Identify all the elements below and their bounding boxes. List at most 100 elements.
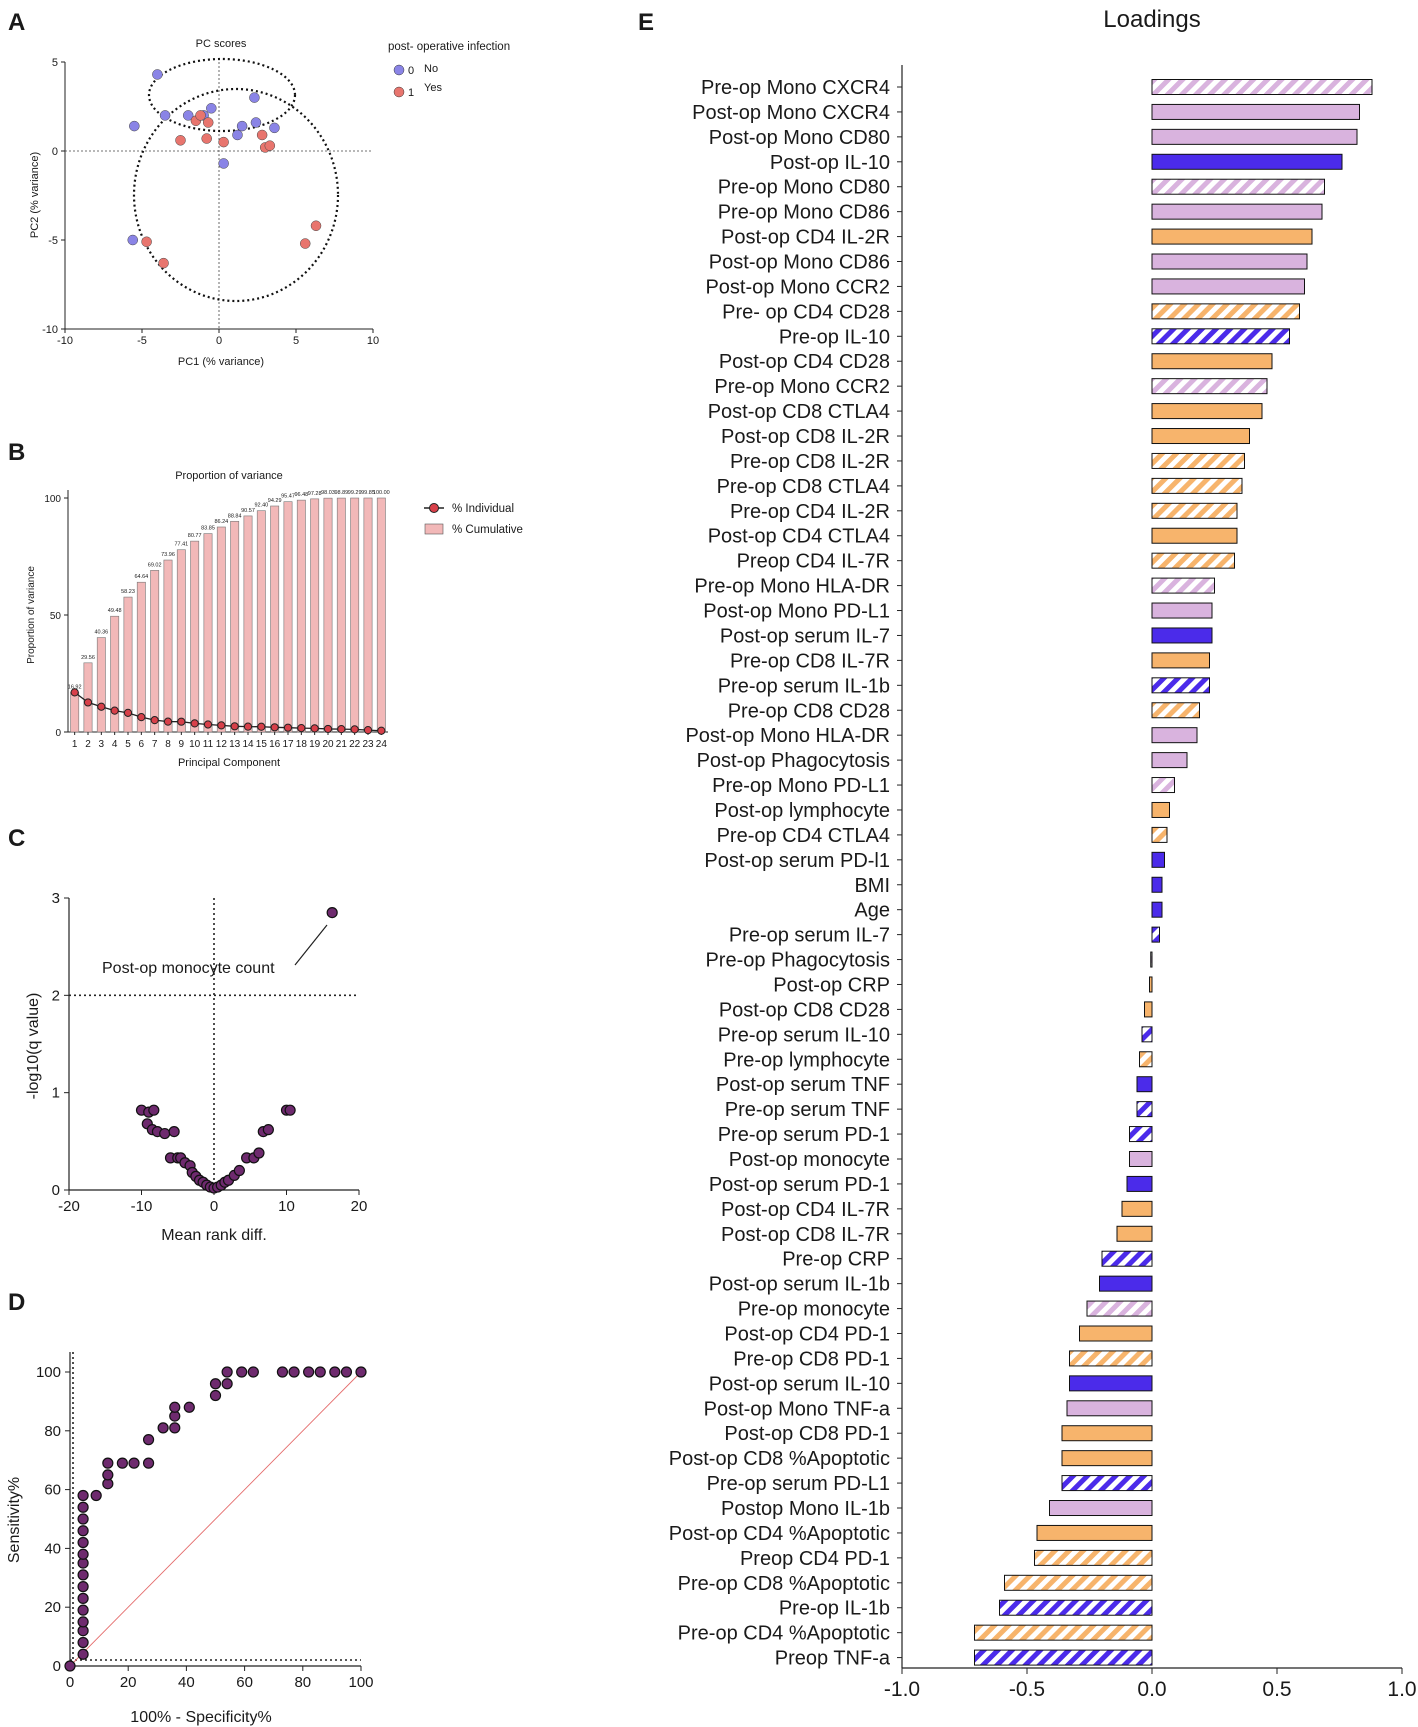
d-point bbox=[276, 1366, 289, 1378]
panel-a-plot: -10 -5 0 5 10 5 0 -5 -10 bbox=[42, 57, 379, 347]
e-bar bbox=[1036, 1524, 1153, 1541]
e-category-label: Post-op Mono PD-L1 bbox=[703, 601, 890, 623]
d-point bbox=[116, 1457, 128, 1469]
b-cumulative-bar bbox=[323, 497, 333, 733]
e-bar bbox=[1151, 602, 1213, 619]
b-x-tick-label: 18 bbox=[296, 739, 308, 750]
legend-b-cumulative-label: % Cumulative bbox=[452, 524, 523, 536]
e-bar bbox=[1151, 178, 1325, 195]
b-individual-point bbox=[203, 720, 213, 729]
b-y-tick-label: 100 bbox=[44, 494, 61, 505]
d-point bbox=[142, 1434, 155, 1446]
b-cumulative-bar bbox=[283, 501, 293, 733]
b-cumulative-bar bbox=[350, 497, 360, 733]
a-point-no bbox=[250, 117, 262, 128]
c-x-tick-label: -10 bbox=[131, 1198, 153, 1215]
d-x-tick-label: 100 bbox=[348, 1674, 373, 1691]
e-category-label: Pre-op CRP bbox=[782, 1249, 890, 1271]
b-cumulative-bar-label: 98.03 bbox=[321, 490, 335, 496]
e-bar bbox=[1151, 278, 1305, 295]
panel-letter-b: B bbox=[8, 439, 25, 466]
e-bar bbox=[1136, 1076, 1153, 1093]
d-point bbox=[128, 1457, 140, 1469]
c-y-tick-label: 3 bbox=[52, 890, 60, 907]
e-category-label: Pre-op CD4 CTLA4 bbox=[717, 825, 890, 847]
e-bar bbox=[1061, 1475, 1153, 1492]
b-cumulative-bar bbox=[216, 526, 226, 733]
b-x-tick-label: 21 bbox=[336, 739, 348, 750]
e-category-label: Pre-op Mono PD-L1 bbox=[712, 775, 890, 797]
d-y-tick-label: 0 bbox=[53, 1658, 61, 1675]
e-bar bbox=[1151, 727, 1198, 744]
b-cumulative-bar bbox=[363, 497, 373, 733]
e-bar bbox=[1061, 1425, 1153, 1442]
b-x-tick-label: 24 bbox=[376, 739, 388, 750]
d-point bbox=[329, 1366, 341, 1378]
panel-a-title: PC scores bbox=[196, 38, 247, 50]
panel-letter-e: E bbox=[638, 9, 654, 36]
a-point-no bbox=[218, 158, 229, 169]
b-cumulative-bar-label: 80.77 bbox=[188, 533, 202, 539]
b-y-tick-label: 50 bbox=[50, 611, 62, 622]
b-individual-point bbox=[283, 723, 293, 732]
b-cumulative-bar bbox=[96, 637, 106, 733]
d-point bbox=[77, 1648, 89, 1660]
a-point-yes bbox=[141, 236, 152, 248]
c-point bbox=[262, 1124, 274, 1136]
e-bar bbox=[1151, 851, 1165, 868]
e-x-tick-label: 0.5 bbox=[1262, 1678, 1291, 1701]
e-bar bbox=[1121, 1200, 1153, 1217]
d-y-tick-label: 80 bbox=[44, 1423, 61, 1440]
a-point-no bbox=[159, 110, 171, 121]
a-point-yes bbox=[218, 136, 229, 148]
b-cumulative-bar-label: 86.24 bbox=[214, 519, 228, 525]
e-category-label: Post-op Mono TNF-a bbox=[704, 1398, 891, 1420]
b-x-tick-label: 6 bbox=[139, 739, 145, 750]
e-category-label: Post-op CD4 %Apoptotic bbox=[669, 1523, 890, 1545]
b-individual-point bbox=[70, 688, 79, 697]
d-point bbox=[169, 1401, 181, 1413]
b-individual-point bbox=[137, 713, 146, 722]
b-cumulative-bar bbox=[270, 505, 280, 733]
panel-c-annotation: Post-op monocyte count bbox=[102, 960, 275, 977]
e-category-label: Preop TNF-a bbox=[775, 1648, 891, 1670]
b-x-tick-label: 7 bbox=[152, 739, 158, 750]
d-point bbox=[221, 1378, 233, 1390]
d-point bbox=[77, 1592, 89, 1604]
e-bar bbox=[1116, 1225, 1153, 1242]
a-point-no bbox=[236, 120, 248, 132]
b-cumulative-bar-label: 73.96 bbox=[161, 552, 175, 558]
e-bar bbox=[1151, 378, 1268, 395]
b-cumulative-bar-label: 96.48 bbox=[294, 492, 308, 498]
b-x-tick-label: 14 bbox=[242, 739, 254, 750]
b-cumulative-bar-label: 58.23 bbox=[121, 589, 135, 595]
b-cumulative-bar-label: 16.92 bbox=[68, 684, 82, 690]
b-cumulative-bar bbox=[150, 570, 160, 733]
c-x-tick-label: -20 bbox=[58, 1198, 80, 1215]
e-bar bbox=[1069, 1350, 1153, 1367]
e-bar bbox=[1151, 652, 1210, 669]
e-bar bbox=[1049, 1500, 1153, 1517]
a-x-tick-label: 10 bbox=[367, 335, 379, 347]
b-cumulative-bar-label: 94.29 bbox=[268, 498, 282, 504]
d-point bbox=[102, 1469, 114, 1481]
a-ellipse-no bbox=[147, 57, 297, 133]
b-individual-point bbox=[230, 722, 239, 731]
d-point bbox=[157, 1422, 169, 1434]
e-bar bbox=[1151, 801, 1170, 818]
d-point bbox=[77, 1616, 89, 1628]
panel-c: -20 -10 0 10 20 0 1 2 3 Mean rank diff. -log10(q… bbox=[25, 890, 367, 1244]
b-individual-point bbox=[217, 721, 226, 730]
panel-e-title: Loadings bbox=[1103, 6, 1200, 33]
d-y-tick-label: 20 bbox=[44, 1599, 61, 1616]
e-bar bbox=[1151, 752, 1188, 769]
d-chance-line bbox=[69, 1371, 362, 1667]
e-category-label: Post-op CD4 IL-2R bbox=[721, 227, 890, 249]
e-bar bbox=[1151, 901, 1163, 918]
b-cumulative-bar bbox=[336, 497, 346, 733]
d-point bbox=[77, 1569, 89, 1581]
b-cumulative-bar-label: 98.89 bbox=[334, 490, 348, 496]
b-individual-point bbox=[83, 698, 93, 707]
panel-c-ylabel: -log10(q value) bbox=[25, 993, 42, 1100]
d-point bbox=[77, 1489, 89, 1502]
